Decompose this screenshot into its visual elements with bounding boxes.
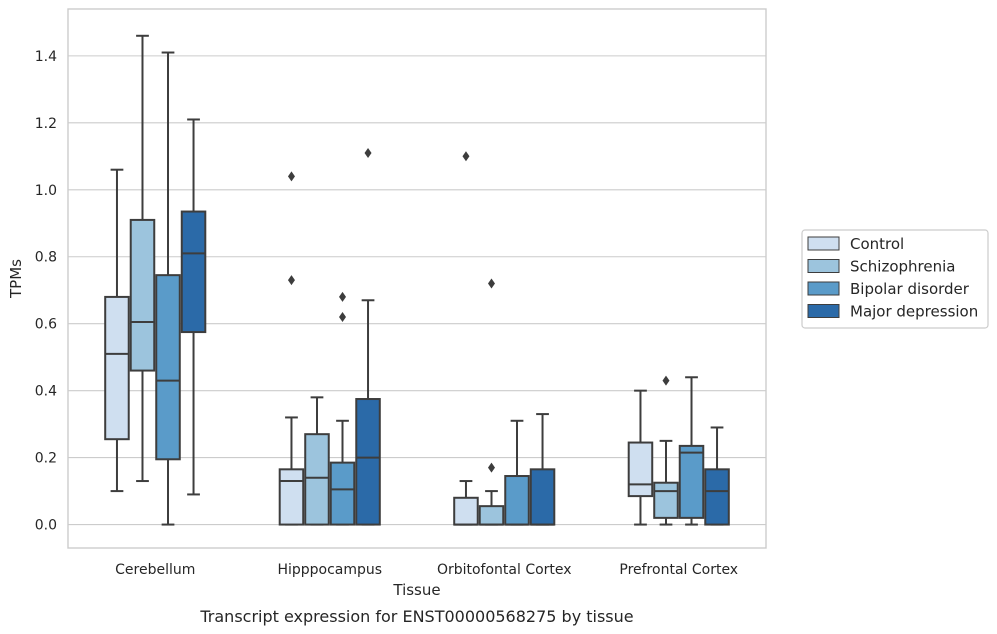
iqr-box — [104, 295, 130, 441]
legend-label: Schizophrenia — [850, 258, 955, 276]
box-0-1 — [129, 34, 156, 483]
box-groups — [104, 34, 730, 526]
y-tick-label: 1.2 — [35, 116, 57, 132]
x-axis-label: Tissue — [392, 581, 440, 599]
x-tick-label: Prefrontal Cortex — [619, 562, 738, 578]
box-2-3 — [529, 413, 556, 526]
legend-frame — [801, 229, 989, 329]
y-tick-labels: 0.0 0.2 0.4 0.6 0.8 1.0 1.2 1.4 — [35, 49, 57, 534]
plot-frame — [67, 8, 767, 549]
outlier-point — [487, 462, 495, 473]
y-tick-label: 0.0 — [35, 518, 57, 534]
outlier-point — [287, 171, 295, 182]
iqr-box — [155, 274, 181, 461]
y-tick-label: 0.8 — [35, 250, 57, 266]
iqr-box — [504, 475, 530, 526]
y-tick-label: 0.4 — [35, 384, 57, 400]
legend-swatch — [807, 281, 840, 296]
x-tick-label: Orbitofontal Cortex — [437, 562, 572, 578]
box-3-3 — [704, 426, 730, 526]
legend-label: Bipolar disorder — [850, 280, 970, 298]
box-1-1 — [304, 396, 330, 526]
iqr-box — [453, 496, 479, 526]
box-3-0 — [627, 389, 654, 526]
legend-item: Bipolar disorder — [807, 280, 970, 298]
box-0-0 — [104, 168, 130, 493]
box-2-0 — [453, 151, 479, 526]
iqr-box — [529, 468, 556, 526]
legend-item: Control — [807, 235, 904, 253]
outlier-point — [339, 312, 347, 322]
y-tick-label: 1.0 — [35, 183, 57, 199]
box-0-3 — [180, 118, 207, 496]
legend-item: Schizophrenia — [807, 258, 955, 276]
legend-item: Major depression — [807, 303, 978, 321]
iqr-box — [653, 481, 679, 519]
box-1-2 — [329, 291, 356, 526]
iqr-box — [304, 433, 330, 526]
outlier-point — [287, 275, 295, 286]
iqr-box — [478, 505, 505, 526]
box-3-2 — [678, 376, 705, 526]
y-axis-label: TPMs — [7, 259, 25, 299]
legend-swatch — [807, 259, 840, 273]
outlier-point — [339, 291, 347, 302]
legend-label: Major depression — [850, 303, 978, 321]
y-tick-label: 0.2 — [35, 451, 57, 467]
box-2-2 — [504, 419, 530, 526]
x-tick-label: Cerebellum — [115, 562, 195, 578]
box-1-3 — [355, 147, 381, 526]
iqr-box — [678, 444, 705, 519]
iqr-box — [329, 461, 356, 526]
iqr-box — [704, 468, 730, 526]
box-0-2 — [155, 51, 181, 526]
legend-swatch — [807, 236, 840, 251]
outlier-point — [487, 278, 495, 289]
box-1-0 — [278, 171, 305, 526]
box-3-1 — [653, 375, 679, 526]
y-tick-label: 1.4 — [35, 49, 57, 65]
chart-caption: Transcript expression for ENST0000056827… — [199, 607, 633, 626]
outlier-point — [462, 151, 470, 162]
legend: Control Schizophrenia Bipolar disorder Majo… — [801, 229, 989, 329]
iqr-box — [355, 398, 381, 526]
outlier-point — [364, 147, 372, 158]
iqr-box — [180, 210, 207, 334]
iqr-box — [129, 218, 156, 372]
y-tick-label: 0.6 — [35, 317, 57, 333]
x-tick-label: Hipppocampus — [277, 562, 382, 578]
legend-label: Control — [850, 235, 904, 253]
box-2-1 — [478, 278, 505, 526]
outlier-point — [662, 375, 670, 386]
x-tick-labels: Cerebellum Hipppocampus Orbitofontal Corte… — [115, 562, 738, 578]
legend-swatch — [807, 304, 840, 318]
iqr-box — [627, 441, 654, 498]
iqr-box — [278, 468, 305, 526]
